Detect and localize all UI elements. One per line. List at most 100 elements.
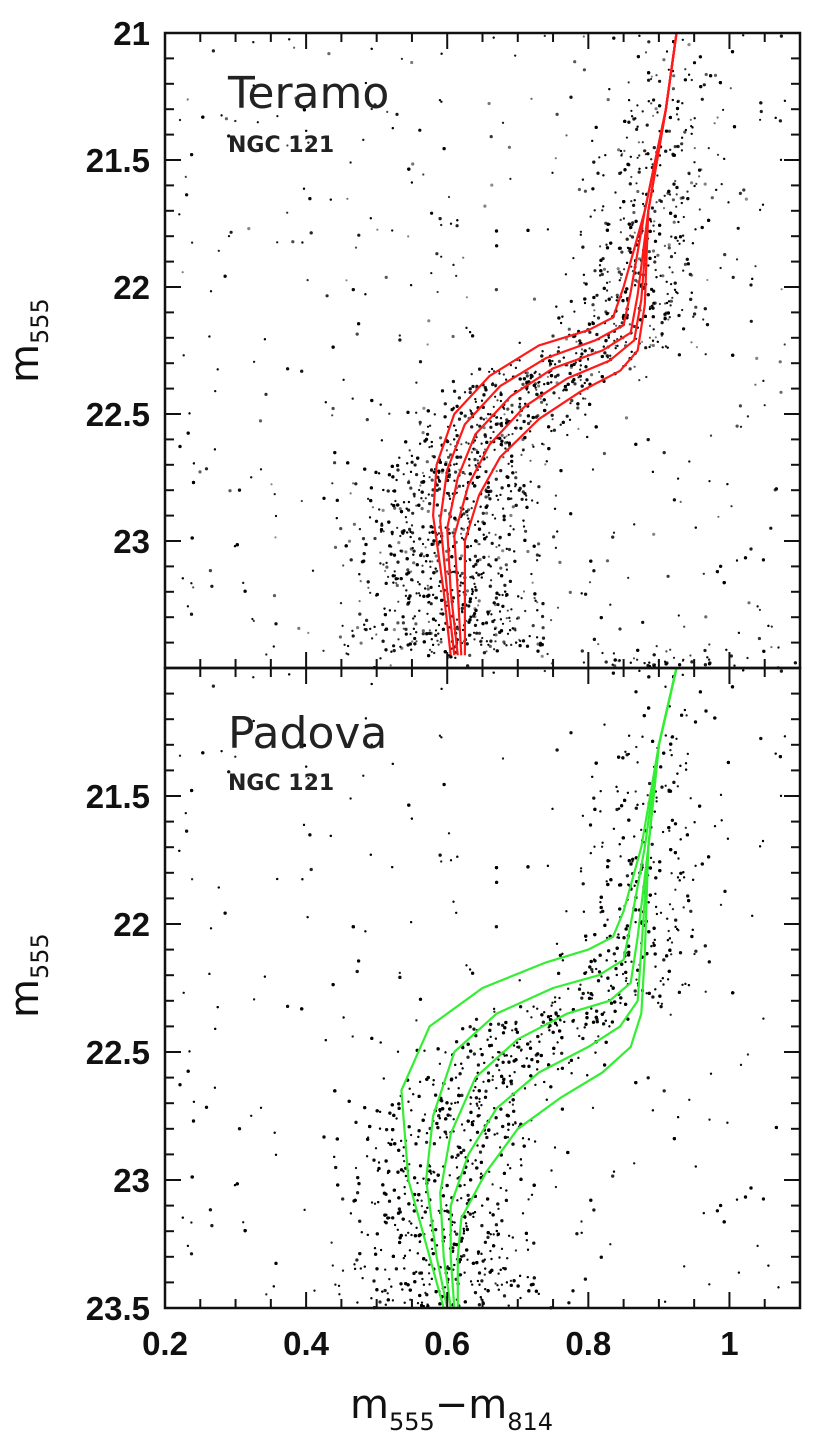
- scatter-point: [645, 375, 648, 379]
- scatter-point: [243, 589, 247, 593]
- scatter-point: [536, 501, 539, 504]
- scatter-point: [460, 554, 464, 558]
- scatter-point: [605, 246, 610, 250]
- scatter-point: [520, 597, 523, 600]
- scatter-point: [436, 290, 439, 294]
- scatter-point: [646, 438, 650, 442]
- scatter-point: [235, 543, 239, 547]
- scatter-point: [357, 322, 361, 326]
- scatter-point: [690, 181, 694, 185]
- scatter-point: [515, 471, 518, 474]
- scatter-point: [184, 175, 187, 178]
- scatter-point: [715, 188, 718, 191]
- scatter-point: [529, 377, 532, 380]
- scatter-point: [389, 552, 393, 556]
- scatter-point: [208, 569, 212, 573]
- scatter-point: [682, 658, 685, 661]
- scatter-point: [385, 561, 388, 565]
- scatter-point: [671, 198, 676, 202]
- scatter-point: [435, 503, 439, 507]
- scatter-point: [635, 182, 638, 185]
- scatter-point: [588, 330, 592, 334]
- scatter-point: [374, 470, 378, 474]
- scatter-point: [511, 471, 515, 475]
- scatter-point: [557, 346, 560, 349]
- scatter-point: [577, 187, 582, 192]
- scatter-point: [396, 560, 400, 564]
- scatter-point: [573, 60, 577, 64]
- scatter-point: [413, 463, 417, 467]
- scatter-point: [584, 592, 588, 596]
- scatter-point: [369, 627, 372, 630]
- scatter-point: [411, 547, 414, 550]
- scatter-point: [430, 542, 434, 547]
- scatter-point: [693, 147, 696, 150]
- scatter-point: [615, 293, 619, 297]
- scatter-point: [690, 660, 694, 664]
- scatter-point: [511, 627, 514, 630]
- scatter-point: [481, 636, 484, 640]
- scatter-point: [406, 568, 410, 572]
- scatter-point: [587, 322, 592, 326]
- scatter-point: [441, 627, 445, 632]
- scatter-point: [560, 321, 563, 325]
- scatter-point: [514, 426, 517, 430]
- scatter-point: [413, 495, 416, 498]
- scatter-point: [558, 397, 561, 400]
- scatter-point: [407, 235, 410, 238]
- scatter-point: [509, 524, 512, 528]
- scatter-point: [668, 316, 671, 319]
- scatter-point: [491, 382, 495, 387]
- scatter-point: [274, 536, 277, 539]
- scatter-point: [488, 497, 492, 501]
- scatter-point: [352, 482, 355, 485]
- scatter-point: [182, 354, 185, 357]
- scatter-point: [451, 379, 455, 384]
- scatter-point: [211, 49, 215, 53]
- scatter-point: [421, 564, 424, 567]
- scatter-point: [461, 610, 464, 613]
- scatter-point: [186, 605, 189, 608]
- scatter-point: [600, 375, 604, 379]
- scatter-point: [325, 294, 329, 298]
- scatter-point: [674, 236, 678, 240]
- scatter-point: [550, 619, 553, 622]
- scatter-point: [365, 418, 369, 422]
- scatter-point: [322, 649, 325, 652]
- scatter-point: [651, 470, 655, 473]
- scatter-point: [751, 277, 754, 280]
- scatter-point: [673, 288, 677, 291]
- scatter-point: [638, 34, 641, 37]
- scatter-point: [598, 370, 601, 374]
- scatter-point: [553, 507, 557, 510]
- scatter-point: [366, 580, 370, 584]
- scatter-point: [648, 336, 652, 339]
- scatter-point: [664, 345, 668, 348]
- scatter-point: [686, 190, 689, 193]
- scatter-point: [333, 451, 337, 455]
- scatter-point: [668, 266, 671, 269]
- scatter-point: [725, 648, 728, 651]
- scatter-point: [379, 528, 384, 532]
- scatter-point: [557, 359, 562, 363]
- scatter-point: [707, 662, 712, 666]
- scatter-point: [718, 81, 723, 85]
- scatter-point: [502, 514, 506, 518]
- scatter-point: [499, 469, 503, 473]
- scatter-point: [505, 568, 508, 571]
- scatter-point: [583, 281, 586, 284]
- scatter-point: [629, 661, 632, 664]
- scatter-point: [690, 78, 693, 82]
- scatter-point: [630, 109, 633, 112]
- scatter-point: [643, 662, 646, 665]
- scatter-point: [628, 323, 632, 326]
- scatter-point: [457, 396, 461, 400]
- scatter-point: [662, 451, 666, 455]
- scatter-point: [456, 625, 459, 628]
- scatter-point: [601, 651, 604, 655]
- scatter-point: [669, 304, 672, 307]
- scatter-point: [399, 549, 402, 552]
- scatter-point: [637, 257, 642, 261]
- scatter-point: [417, 592, 421, 595]
- scatter-point: [678, 663, 682, 667]
